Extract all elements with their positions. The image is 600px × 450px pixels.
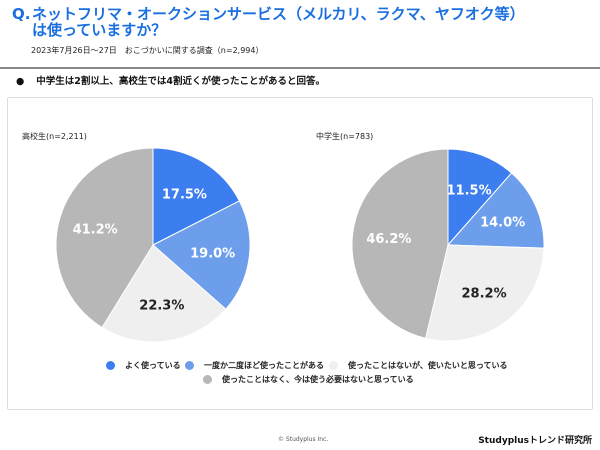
copyright: © Studyplus Inc. <box>278 436 329 443</box>
bullet-icon: ● <box>16 76 25 87</box>
chart-card <box>7 97 593 410</box>
question-title: Q. ネットフリマ・オークションサービス（メルカリ、ラクマ、ヤフオク等）は使ってい… <box>12 6 532 38</box>
pie-title-high: 高校生(n=2,211) <box>22 132 87 141</box>
pie-slice <box>152 200 251 310</box>
survey-subtitle: 2023年7月26日～27日 おこづかいに関する調査（n=2,994） <box>31 46 264 55</box>
legend-swatch <box>329 361 338 370</box>
header-divider <box>0 67 600 69</box>
data-label: 14.0% <box>480 215 525 230</box>
data-label: 17.5% <box>162 188 207 203</box>
pie-slice <box>351 148 449 339</box>
legend-item-1: 一度か二度ほど使ったことがある <box>185 360 324 371</box>
data-label: 46.2% <box>366 232 411 247</box>
pie-title-middle: 中学生(n=783) <box>316 132 374 141</box>
data-label: 19.0% <box>190 247 235 262</box>
pie-slice <box>424 244 545 342</box>
legend-item-3: 使ったことはなく、今は使う必要はないと思っている <box>203 374 414 385</box>
pie-slice <box>447 148 513 247</box>
question-prefix: Q. <box>12 5 31 23</box>
data-label: 28.2% <box>462 286 507 301</box>
legend-swatch <box>203 375 212 384</box>
legend-label: 使ったことはないが、使いたいと思っている <box>348 361 508 370</box>
summary-text: 中学生は2割以上、高校生では4割近くが使ったことがあると回答。 <box>36 76 326 87</box>
pie-slice <box>55 147 154 329</box>
data-label: 41.2% <box>73 223 118 238</box>
question-text: ネットフリマ・オークションサービス（メルカリ、ラクマ、ヤフオク等）は使っています… <box>32 5 525 39</box>
legend-label: よく使っている <box>125 361 181 370</box>
legend-item-2: 使ったことはないが、使いたいと思っている <box>329 360 507 371</box>
summary: ● 中学生は2割以上、高校生では4割近くが使ったことがあると回答。 <box>16 73 325 87</box>
legend-swatch <box>185 361 194 370</box>
pie-slice <box>152 147 241 246</box>
legend-swatch <box>106 361 115 370</box>
legend-label: 使ったことはなく、今は使う必要はないと思っている <box>222 375 414 384</box>
pie-slice <box>101 244 227 343</box>
legend-label: 一度か二度ほど使ったことがある <box>204 361 324 370</box>
data-label: 22.3% <box>139 298 184 313</box>
data-label: 11.5% <box>447 183 492 198</box>
brand-logo: Studyplusトレンド研究所 <box>478 436 592 446</box>
legend-item-0: よく使っている <box>106 360 181 371</box>
pie-slice <box>446 172 545 249</box>
